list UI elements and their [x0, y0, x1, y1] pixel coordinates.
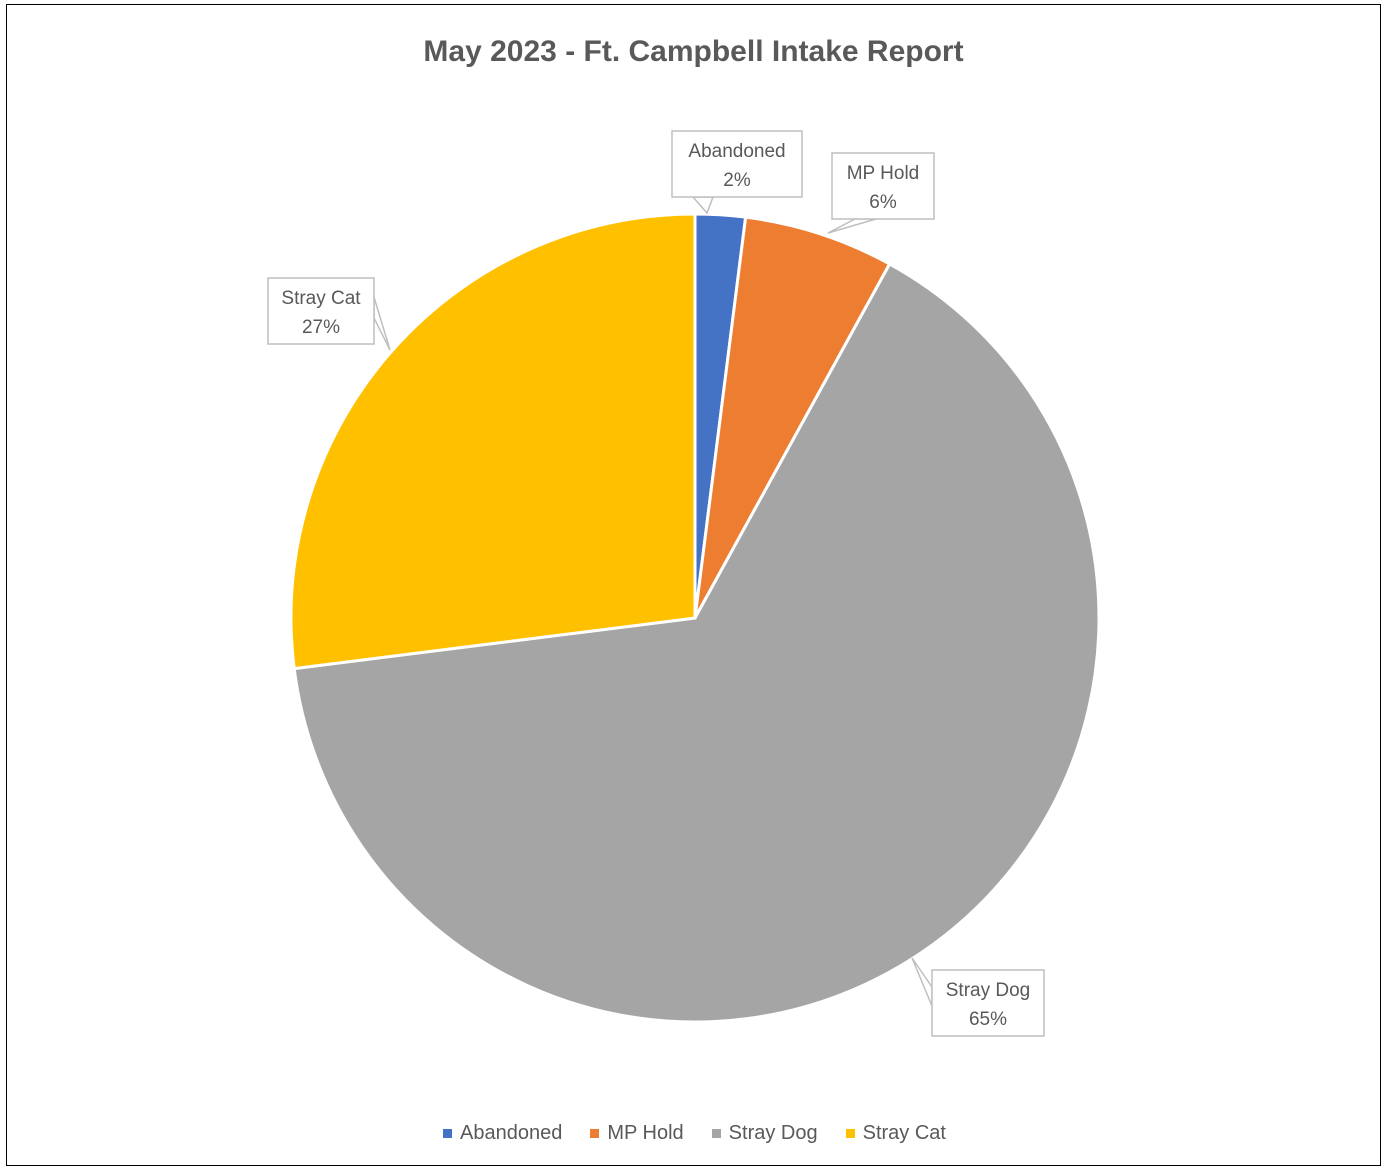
legend-swatch: [443, 1129, 453, 1138]
data-label-abandoned: Abandoned 2%: [671, 130, 803, 215]
legend: Abandoned MP Hold Stray Dog Stray Cat: [0, 1122, 1389, 1145]
chart-title: May 2023 - Ft. Campbell Intake Report: [423, 35, 964, 68]
legend-swatch: [845, 1129, 855, 1138]
legend-label: Abandoned: [460, 1122, 563, 1144]
pie-slice-stray-cat: [289, 212, 697, 671]
pie-slice-stray-dog: [292, 261, 1101, 1024]
legend-item-abandoned: Abandoned: [443, 1122, 562, 1145]
legend-label: Stray Cat: [862, 1122, 946, 1144]
legend-label: Stray Dog: [728, 1122, 818, 1144]
data-label-category: Abandoned: [688, 141, 785, 162]
legend-item-mp-hold: MP Hold: [590, 1122, 684, 1145]
legend-item-stray-cat: Stray Cat: [845, 1122, 946, 1145]
data-label-percent: 27%: [302, 317, 340, 338]
legend-swatch: [590, 1129, 600, 1138]
legend-label: MP Hold: [607, 1122, 684, 1144]
data-label-percent: 6%: [869, 192, 897, 213]
data-label-stray-cat: Stray Cat 27%: [267, 277, 391, 351]
legend-swatch: [711, 1129, 721, 1138]
data-label-category: Stray Cat: [281, 288, 361, 309]
data-label-category: MP Hold: [847, 163, 920, 184]
pie-slice-mp-hold: [693, 215, 892, 619]
legend-item-stray-dog: Stray Dog: [711, 1122, 818, 1145]
data-label-percent: 65%: [969, 1009, 1007, 1030]
pie-slices: [289, 212, 1101, 1024]
data-label-percent: 2%: [723, 170, 751, 191]
data-labels: Abandoned 2% MP Hold 6% Stray Dog 65% Stray Ca…: [267, 130, 1045, 1037]
data-label-stray-dog: Stray Dog 65%: [911, 957, 1045, 1037]
data-label-category: Stray Dog: [946, 980, 1030, 1001]
data-label-mp-hold: MP Hold 6%: [827, 152, 935, 234]
